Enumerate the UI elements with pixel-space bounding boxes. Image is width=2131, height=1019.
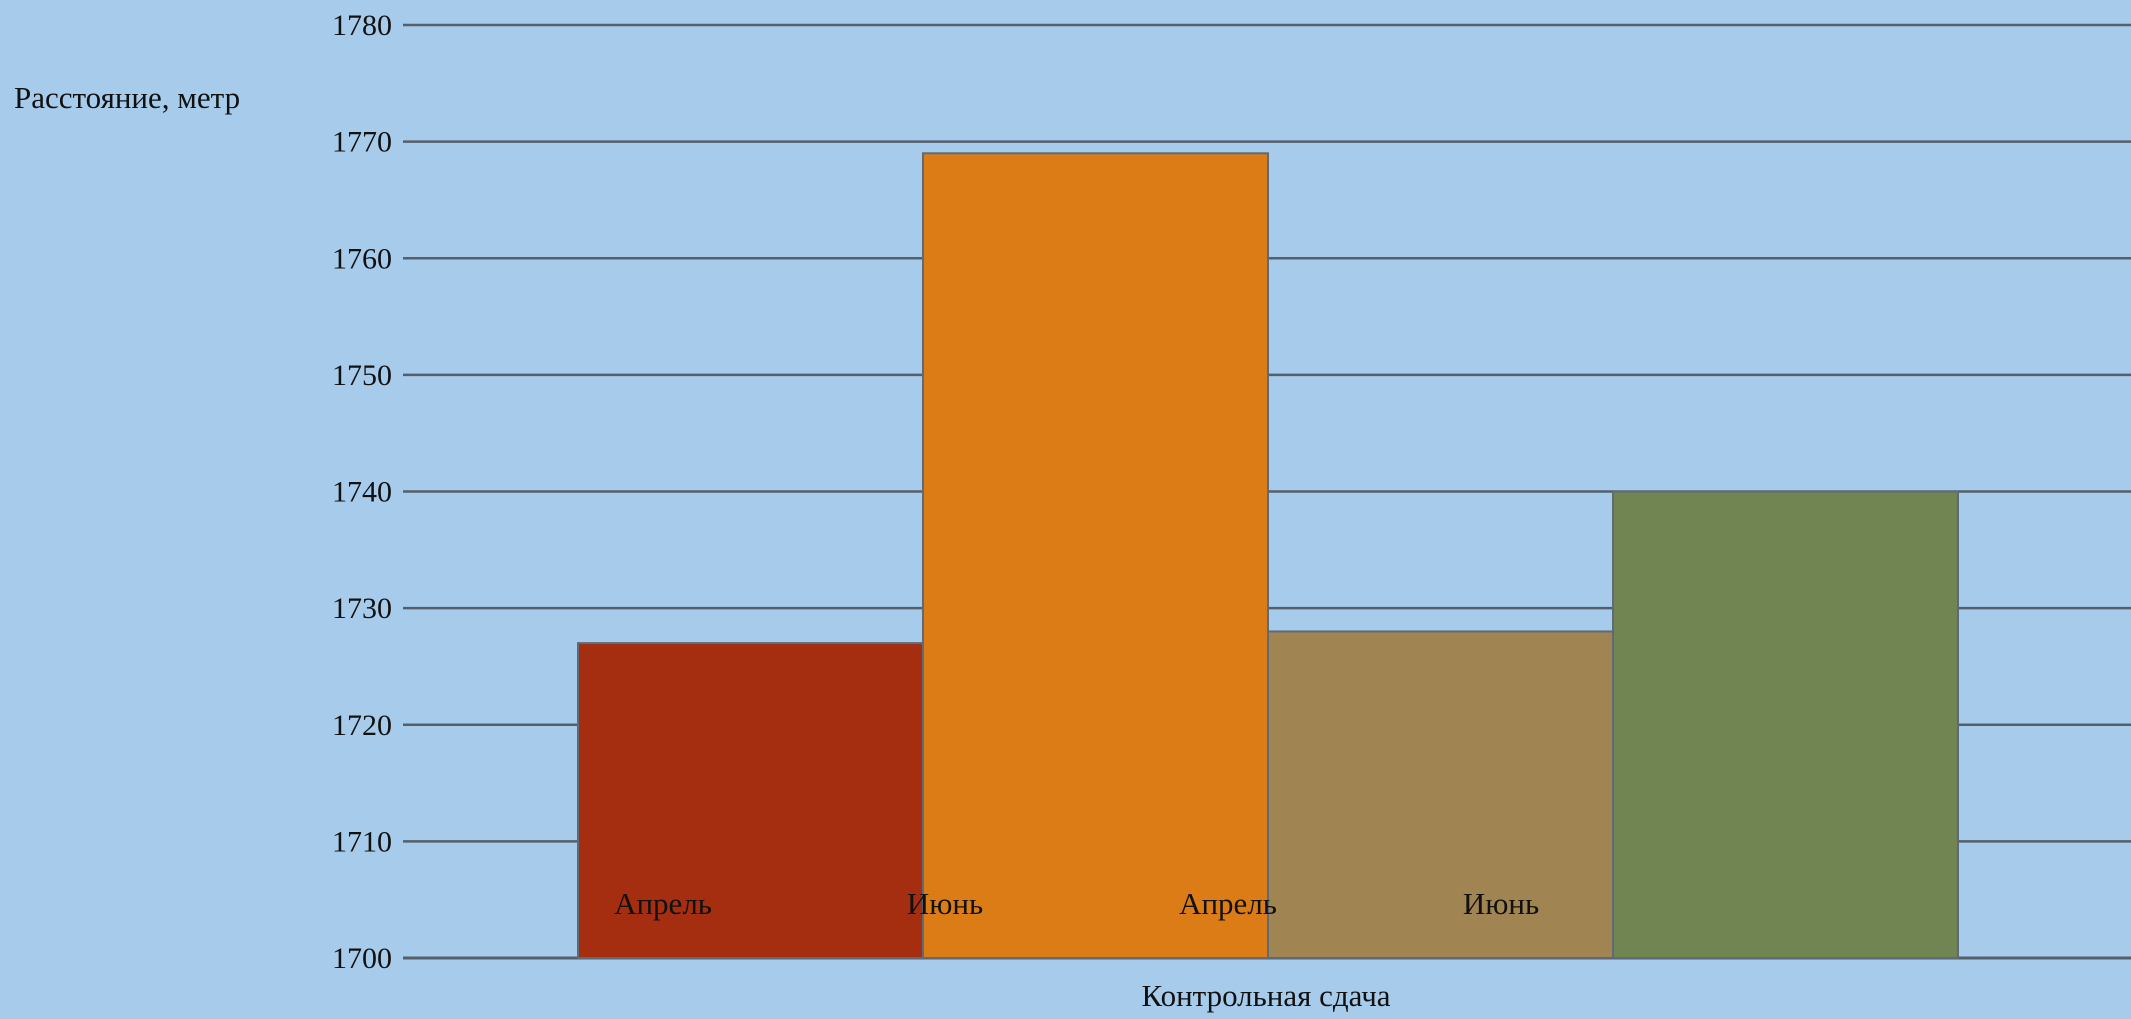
bar-1 <box>577 642 924 959</box>
y-tick-label: 1710 <box>332 825 392 858</box>
bar-annotations: Апрель Июнь Апрель Июнь <box>614 886 1539 921</box>
y-tick-label: 1750 <box>332 359 392 392</box>
bar-annotation: Июнь <box>1463 886 1539 921</box>
y-tick-label: 1700 <box>332 942 392 975</box>
bar-annotation: Апрель <box>1179 886 1277 921</box>
y-axis-label: Расстояние, метр <box>14 80 240 115</box>
y-tick-label: 1730 <box>332 592 392 625</box>
y-tick-label: 1770 <box>332 126 392 159</box>
y-tick-label: 1780 <box>332 9 392 42</box>
bars <box>577 152 1959 960</box>
bar-2 <box>922 152 1269 960</box>
y-tick-label: 1760 <box>332 242 392 275</box>
bar-4 <box>1612 490 1959 959</box>
y-tick-label: 1720 <box>332 709 392 742</box>
bar-3 <box>1267 630 1614 959</box>
y-tick-label: 1740 <box>332 476 392 509</box>
x-axis-label: Контрольная сдача <box>1141 978 1390 1013</box>
y-tick-labels: 1700 1710 1720 1730 1740 1750 1760 1770 1780 <box>332 9 392 975</box>
bar-annotation: Июнь <box>907 886 983 921</box>
bar-annotation: Апрель <box>614 886 712 921</box>
